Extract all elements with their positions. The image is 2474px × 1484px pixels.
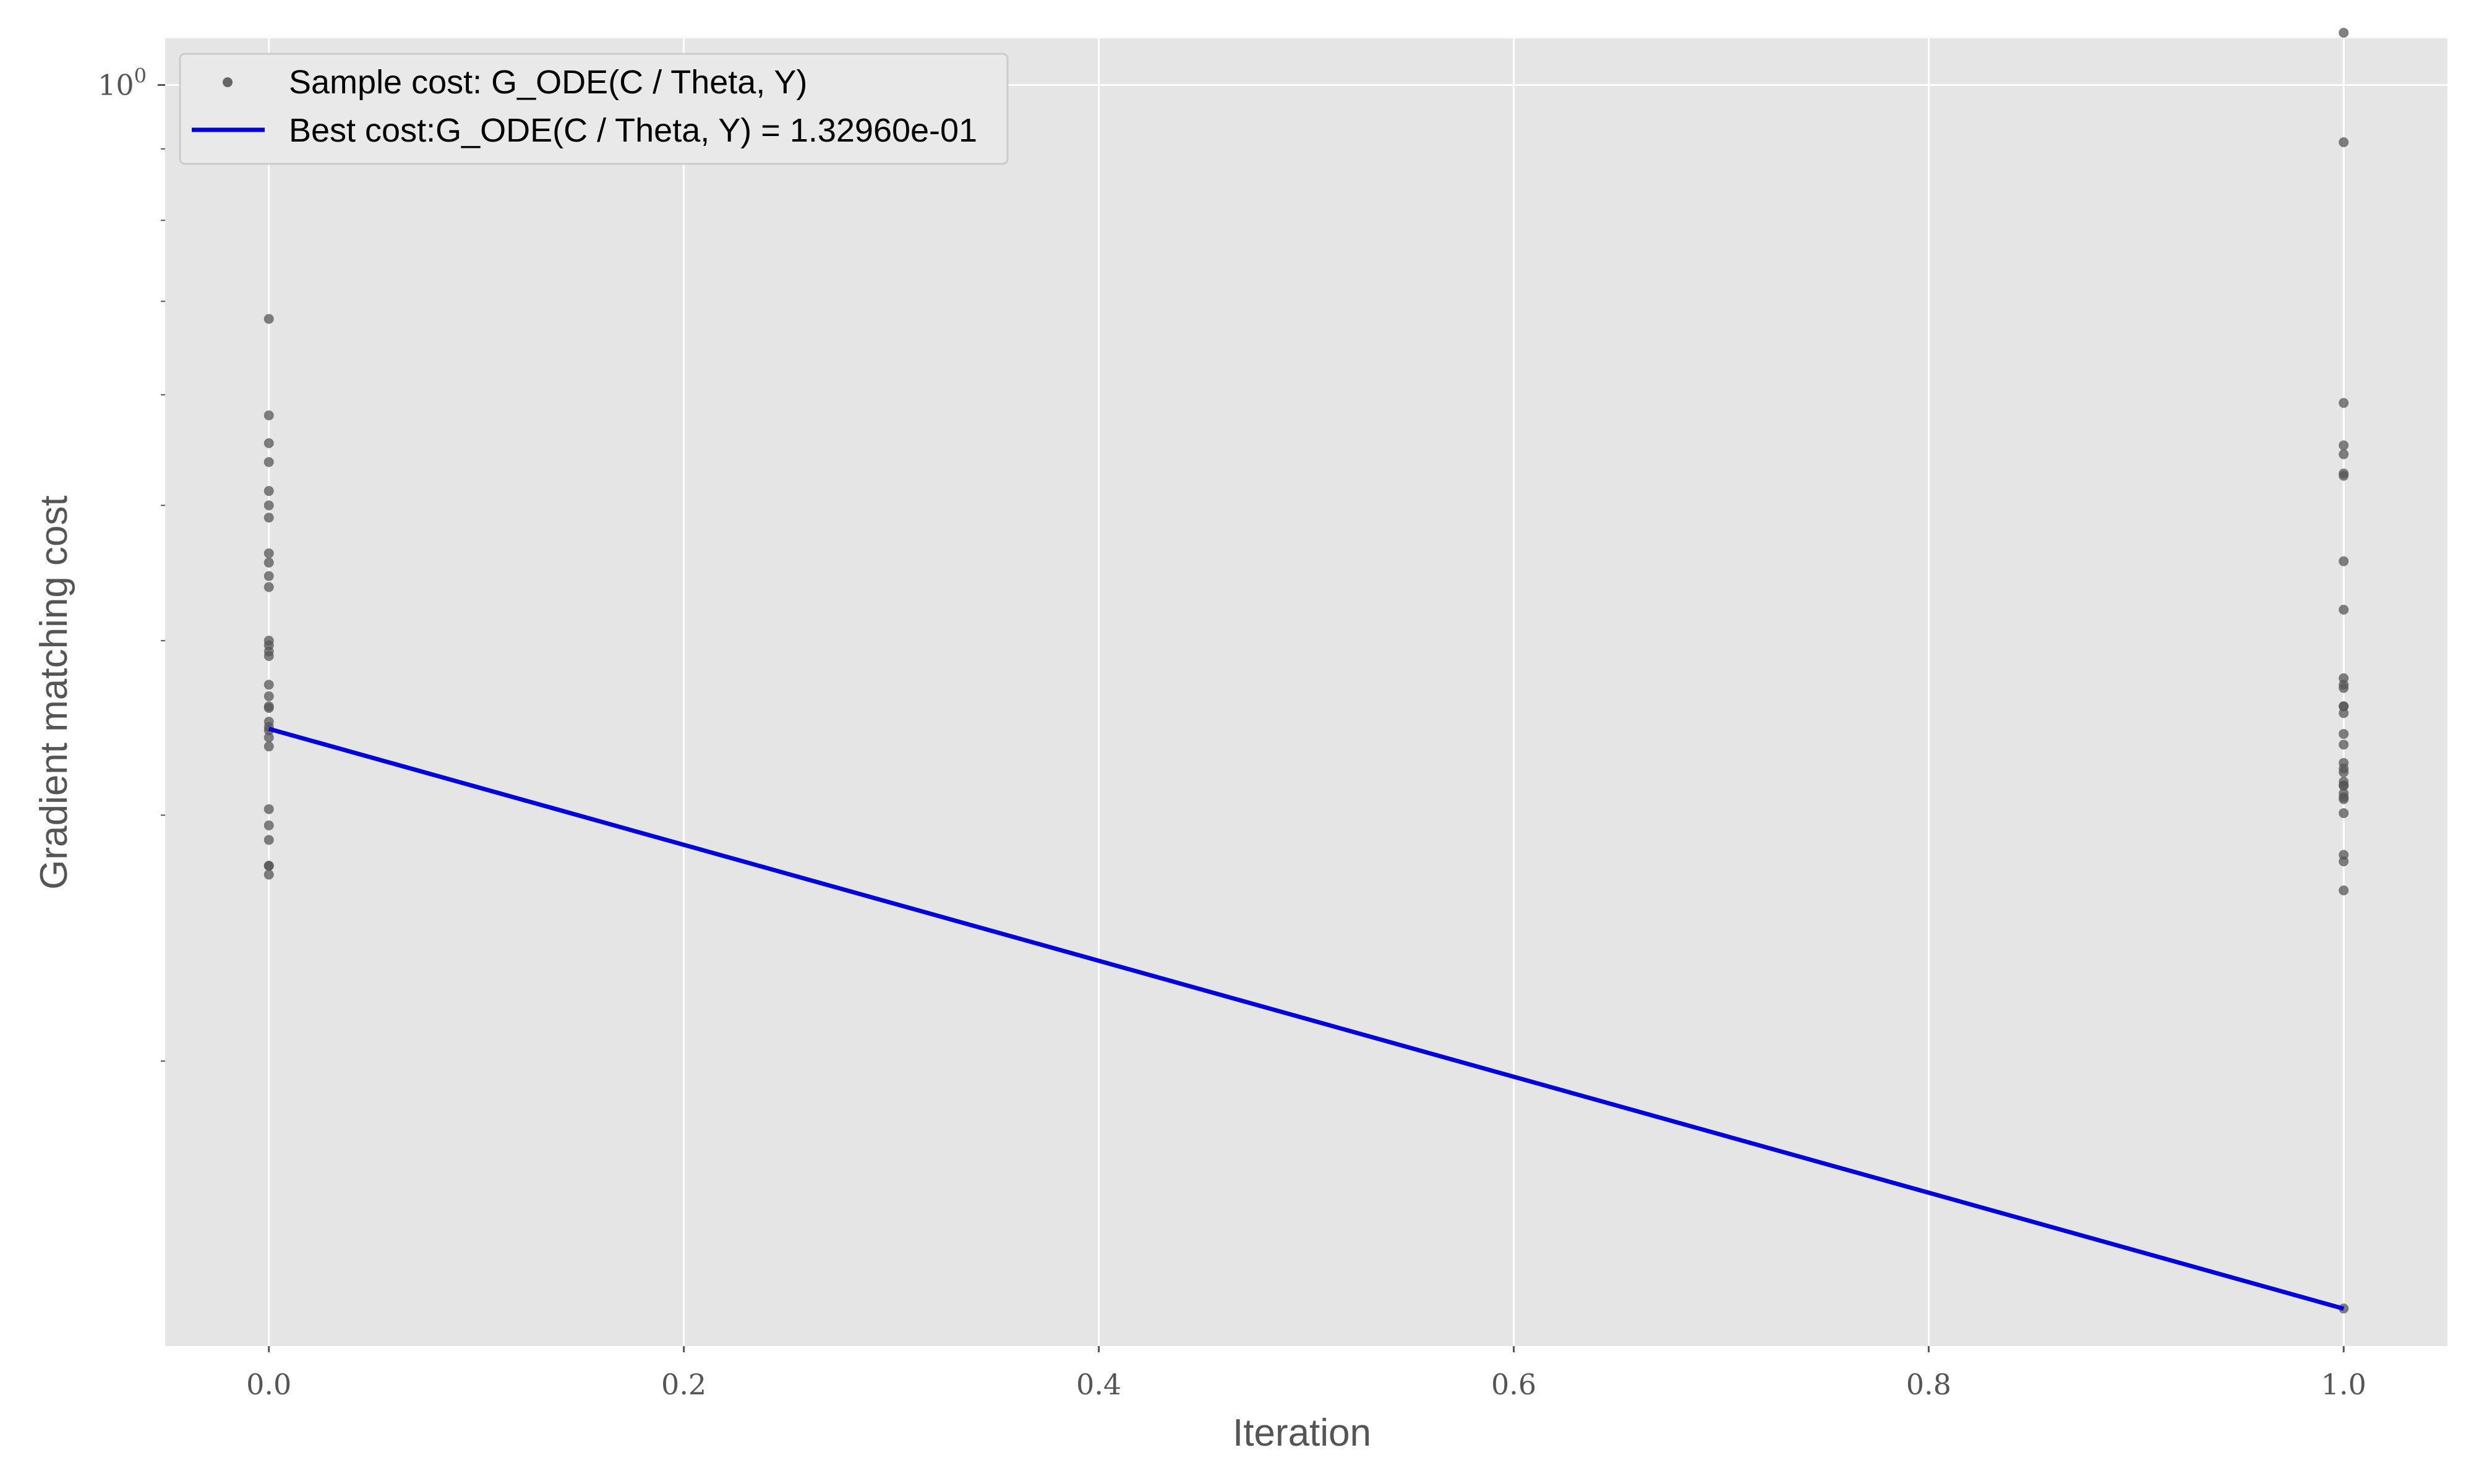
sample-cost-point — [2339, 740, 2349, 750]
x-axis-ticks: 0.0 0.2 0.4 0.6 0.8 1.0 — [246, 1346, 2366, 1401]
sample-cost-point — [2339, 449, 2349, 459]
sample-cost-point — [2339, 856, 2349, 867]
sample-cost-point — [263, 313, 274, 324]
sample-cost-point — [263, 457, 274, 467]
sample-cost-point — [263, 702, 274, 713]
sample-cost-point — [2339, 604, 2349, 615]
sample-cost-point — [263, 513, 274, 523]
sample-cost-point — [263, 869, 274, 880]
sample-cost-point — [2339, 767, 2349, 777]
sample-cost-point — [2339, 137, 2349, 147]
x-axis-label: Iteration — [1233, 1412, 1371, 1454]
x-tick-label: 0.6 — [1491, 1368, 1536, 1401]
sample-cost-point — [263, 651, 274, 662]
sample-cost-point — [2339, 885, 2349, 896]
legend: Sample cost: G_ODE(C / Theta, Y) Best co… — [179, 53, 1009, 165]
legend-scatter-marker-icon — [223, 77, 233, 87]
sample-cost-point — [2339, 27, 2349, 38]
sample-cost-point — [263, 680, 274, 690]
sample-cost-point — [2339, 683, 2349, 693]
legend-sample-cost-label: Sample cost: G_ODE(C / Theta, Y) — [289, 64, 807, 101]
sample-cost-point — [263, 410, 274, 420]
sample-cost-point — [263, 741, 274, 752]
plot-area — [165, 38, 2447, 1346]
sample-cost-point — [263, 732, 274, 743]
legend-box — [179, 53, 1009, 165]
sample-cost-point — [263, 557, 274, 568]
sample-cost-point — [263, 835, 274, 845]
sample-cost-point — [2339, 708, 2349, 719]
x-tick-label: 1.0 — [2321, 1368, 2366, 1401]
y-tick-label: 100 — [98, 64, 147, 101]
sample-cost-point — [263, 804, 274, 814]
sample-cost-point — [263, 861, 274, 871]
sample-cost-point — [2339, 556, 2349, 566]
sample-cost-points — [263, 27, 2349, 1314]
sample-cost-point — [2339, 440, 2349, 451]
y-axis-ticks: 100 — [98, 64, 165, 1062]
best-cost-line-group — [268, 727, 2345, 1311]
x-tick-label: 0.4 — [1076, 1368, 1121, 1401]
x-tick-label: 0.0 — [246, 1368, 291, 1401]
sample-cost-point — [2339, 808, 2349, 819]
sample-cost-point — [263, 820, 274, 830]
x-tick-label: 0.8 — [1906, 1368, 1951, 1401]
sample-cost-point — [2339, 780, 2349, 791]
sample-cost-point — [263, 691, 274, 701]
y-axis-label: Gradient matching cost — [33, 495, 75, 890]
legend-best-cost-label: Best cost:G_ODE(C / Theta, Y) = 1.32960e… — [289, 112, 977, 149]
sample-cost-point — [2339, 728, 2349, 739]
sample-cost-point — [263, 571, 274, 581]
sample-cost-point — [263, 500, 274, 511]
sample-cost-point — [263, 486, 274, 497]
x-tick-label: 0.2 — [661, 1368, 706, 1401]
best-cost-line — [268, 727, 2345, 1311]
sample-cost-point — [263, 438, 274, 448]
sample-cost-point — [263, 582, 274, 592]
sample-cost-point — [2339, 398, 2349, 408]
sample-cost-point — [263, 548, 274, 558]
sample-cost-point — [2339, 701, 2349, 712]
sample-cost-point — [2339, 794, 2349, 804]
sample-cost-point — [2339, 471, 2349, 481]
